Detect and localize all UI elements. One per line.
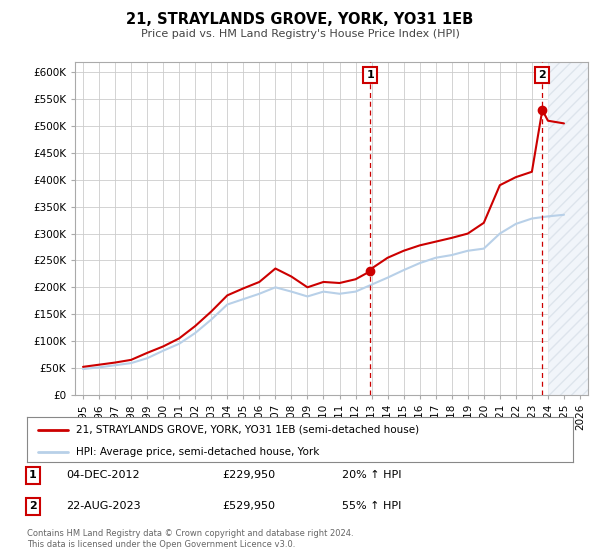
Text: 2: 2 [538,70,546,80]
Text: 55% ↑ HPI: 55% ↑ HPI [342,501,401,511]
Text: 04-DEC-2012: 04-DEC-2012 [66,470,140,480]
Text: Contains HM Land Registry data © Crown copyright and database right 2024.
This d: Contains HM Land Registry data © Crown c… [27,529,353,549]
Text: 22-AUG-2023: 22-AUG-2023 [66,501,140,511]
Text: 2: 2 [29,501,37,511]
Text: 1: 1 [367,70,374,80]
Text: 21, STRAYLANDS GROVE, YORK, YO31 1EB: 21, STRAYLANDS GROVE, YORK, YO31 1EB [127,12,473,27]
Text: £229,950: £229,950 [222,470,275,480]
Text: 1: 1 [29,470,37,480]
Bar [548,62,588,395]
Text: HPI: Average price, semi-detached house, York: HPI: Average price, semi-detached house,… [76,447,320,457]
Text: £529,950: £529,950 [222,501,275,511]
Bar [548,62,588,395]
Text: 21, STRAYLANDS GROVE, YORK, YO31 1EB (semi-detached house): 21, STRAYLANDS GROVE, YORK, YO31 1EB (se… [76,424,419,435]
Text: Price paid vs. HM Land Registry's House Price Index (HPI): Price paid vs. HM Land Registry's House … [140,29,460,39]
Text: 20% ↑ HPI: 20% ↑ HPI [342,470,401,480]
